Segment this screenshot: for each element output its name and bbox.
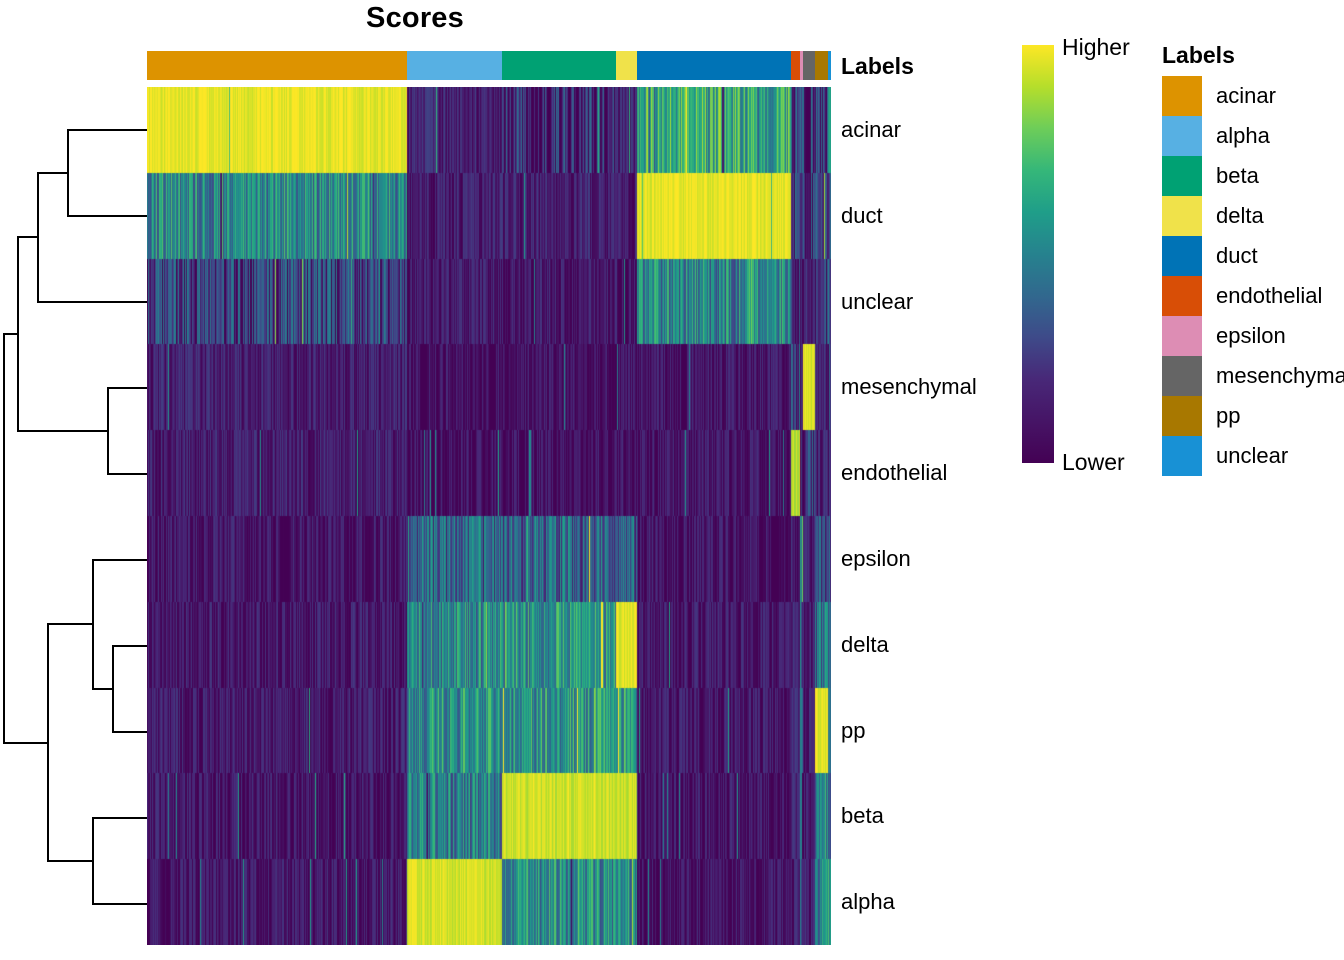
- legend-swatch-duct: [1162, 236, 1202, 276]
- column-annotation-endothelial: [791, 51, 801, 80]
- row-label-mesenchymal: mesenchymal: [841, 374, 977, 400]
- legend-swatch-delta: [1162, 196, 1202, 236]
- column-annotation-duct: [637, 51, 792, 80]
- row-label-delta: delta: [841, 631, 889, 657]
- column-annotation-title: Labels: [841, 53, 914, 79]
- column-annotation-alpha: [406, 51, 502, 80]
- legend-label-epsilon: epsilon: [1216, 323, 1286, 348]
- legend-item-mesenchymal[interactable]: mesenchymal: [1162, 356, 1344, 396]
- row-label-acinar: acinar: [841, 117, 901, 142]
- page-title: Scores: [366, 2, 464, 34]
- legend-item-unclear[interactable]: unclear: [1162, 436, 1344, 476]
- row-label-alpha: alpha: [841, 889, 895, 915]
- column-annotation-mesenchymal: [802, 51, 816, 80]
- column-annotation-beta: [501, 51, 617, 80]
- colorbar-high-label: Higher: [1062, 34, 1130, 60]
- legend-swatch-pp: [1162, 396, 1202, 436]
- legend-label-pp: pp: [1216, 403, 1241, 428]
- legend-label-mesenchymal: mesenchymal: [1216, 363, 1344, 388]
- column-annotation-acinar: [147, 51, 407, 80]
- heatmap-canvas[interactable]: [147, 87, 831, 945]
- legend-swatch-epsilon: [1162, 316, 1202, 356]
- legend-item-acinar[interactable]: acinar: [1162, 76, 1344, 116]
- legend-swatch-beta: [1162, 156, 1202, 196]
- legend-item-duct[interactable]: duct: [1162, 236, 1344, 276]
- column-annotation-bar: [147, 51, 831, 80]
- heatmap[interactable]: [147, 87, 831, 945]
- legend-swatch-alpha: [1162, 116, 1202, 156]
- legend-label-endothelial: endothelial: [1216, 283, 1323, 308]
- legend-label-delta: delta: [1216, 203, 1264, 228]
- legend-item-beta[interactable]: beta: [1162, 156, 1344, 196]
- legend-item-delta[interactable]: delta: [1162, 196, 1344, 236]
- colorbar-gradient: [1022, 45, 1054, 463]
- row-label-endothelial: endothelial: [841, 460, 948, 486]
- legend-title: Labels: [1162, 42, 1235, 68]
- legend-label-beta: beta: [1216, 163, 1259, 188]
- column-annotation-unclear: [828, 51, 831, 80]
- legend-swatch-acinar: [1162, 76, 1202, 116]
- legend-swatch-mesenchymal: [1162, 356, 1202, 396]
- legend-swatch-endothelial: [1162, 276, 1202, 316]
- row-label-beta: beta: [841, 803, 884, 829]
- legend-item-alpha[interactable]: alpha: [1162, 116, 1344, 156]
- legend-swatch-unclear: [1162, 436, 1202, 476]
- legend-item-pp[interactable]: pp: [1162, 396, 1344, 436]
- heatmap-row-labels: acinar duct unclear mesenchymal endothelial e…: [841, 87, 1031, 945]
- labels-legend: Labels acinar alpha beta delta duct endotheli…: [1162, 42, 1344, 476]
- row-label-epsilon: epsilon: [841, 546, 911, 571]
- row-dendrogram: [3, 129, 147, 905]
- legend-label-alpha: alpha: [1216, 123, 1270, 148]
- colorbar: Higher Lower: [1022, 34, 1152, 475]
- row-label-unclear: unclear: [841, 288, 914, 314]
- row-label-duct: duct: [841, 202, 883, 228]
- legend-item-epsilon[interactable]: epsilon: [1162, 316, 1344, 356]
- column-annotation-pp: [815, 51, 829, 80]
- legend-label-duct: duct: [1216, 243, 1258, 268]
- legend-label-unclear: unclear: [1216, 443, 1289, 468]
- column-annotation-epsilon: [800, 51, 803, 80]
- column-annotation-delta: [616, 51, 638, 80]
- colorbar-low-label: Lower: [1062, 449, 1125, 475]
- row-label-pp: pp: [841, 717, 866, 743]
- legend-label-acinar: acinar: [1216, 83, 1276, 108]
- legend-item-endothelial[interactable]: endothelial: [1162, 276, 1344, 316]
